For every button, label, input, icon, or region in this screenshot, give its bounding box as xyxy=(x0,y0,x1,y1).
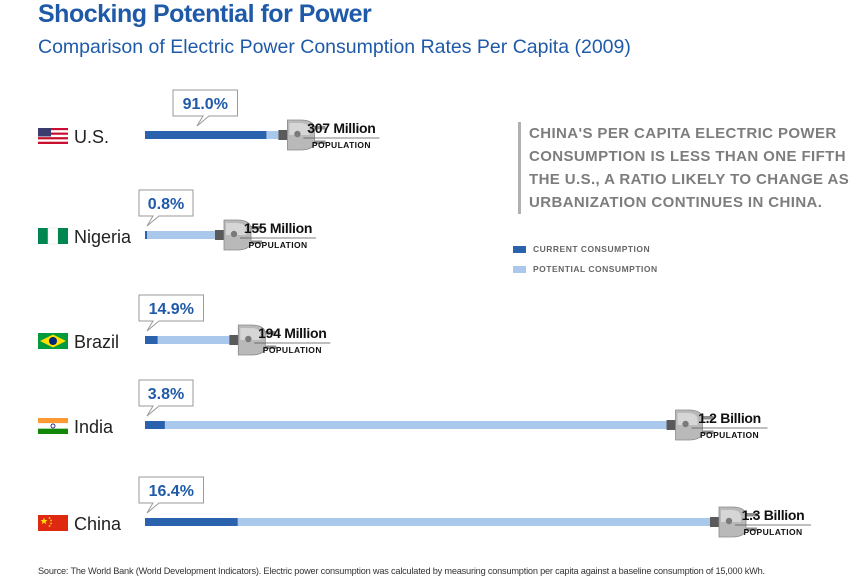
potential-bar xyxy=(145,518,710,526)
value-label: 0.8% xyxy=(148,196,184,213)
population-value: 1.2 Billion xyxy=(698,410,761,426)
current-bar xyxy=(145,518,238,526)
country-label: China xyxy=(74,514,122,534)
brazil-flag-icon xyxy=(38,333,68,349)
population-value: 1.3 Billion xyxy=(742,507,805,523)
current-bar xyxy=(145,231,147,239)
current-bar xyxy=(145,421,165,429)
country-label: India xyxy=(74,417,114,437)
population-caption: POPULATION xyxy=(248,240,307,250)
value-label: 14.9% xyxy=(149,301,194,318)
us-flag-icon xyxy=(38,128,68,144)
value-label-box xyxy=(138,294,204,332)
country-label: Nigeria xyxy=(74,227,132,247)
population-caption: POPULATION xyxy=(312,140,371,150)
potential-bar xyxy=(145,231,215,239)
value-label-box xyxy=(172,89,238,127)
potential-bar xyxy=(145,336,230,344)
chart-subtitle: Comparison of Electric Power Consumption… xyxy=(38,36,631,58)
india-flag-icon xyxy=(37,418,69,434)
chart-title: Shocking Potential for Power xyxy=(38,0,372,28)
value-label-box xyxy=(138,379,194,417)
plug-icon xyxy=(710,506,757,538)
current-bar xyxy=(145,131,267,139)
nigeria-flag-icon xyxy=(38,227,68,245)
value-label: 3.8% xyxy=(148,386,184,403)
population-value: 307 Million xyxy=(307,120,375,136)
population-caption: POPULATION xyxy=(263,345,322,355)
country-label: U.S. xyxy=(74,127,109,147)
potential-bar xyxy=(145,421,667,429)
population-value: 194 Million xyxy=(258,325,326,341)
plug-icon xyxy=(278,119,326,151)
value-label: 91.0% xyxy=(183,96,228,113)
legend-potential: POTENTIAL CONSUMPTION xyxy=(513,264,658,274)
legend-swatch-current xyxy=(513,245,526,253)
value-label-box xyxy=(138,189,194,227)
value-label-box xyxy=(138,476,204,514)
legend-label-potential: POTENTIAL CONSUMPTION xyxy=(533,264,658,274)
value-label: 16.4% xyxy=(149,483,194,500)
current-bar xyxy=(145,336,158,344)
population-caption: POPULATION xyxy=(743,527,802,537)
population-caption: POPULATION xyxy=(700,430,759,440)
legend-label-current: CURRENT CONSUMPTION xyxy=(533,244,651,254)
source-note: Source: The World Bank (World Developmen… xyxy=(38,566,765,576)
callout-text: CHINA'S PER CAPITA ELECTRIC POWER CONSUM… xyxy=(518,122,855,214)
population-value: 155 Million xyxy=(244,220,312,236)
plug-icon xyxy=(215,219,262,251)
plug-icon xyxy=(666,409,714,441)
legend-current: CURRENT CONSUMPTION xyxy=(513,244,650,254)
china-flag-icon xyxy=(38,515,68,531)
country-label: Brazil xyxy=(74,332,119,352)
plug-icon xyxy=(229,324,277,356)
legend-swatch-potential xyxy=(513,265,526,273)
